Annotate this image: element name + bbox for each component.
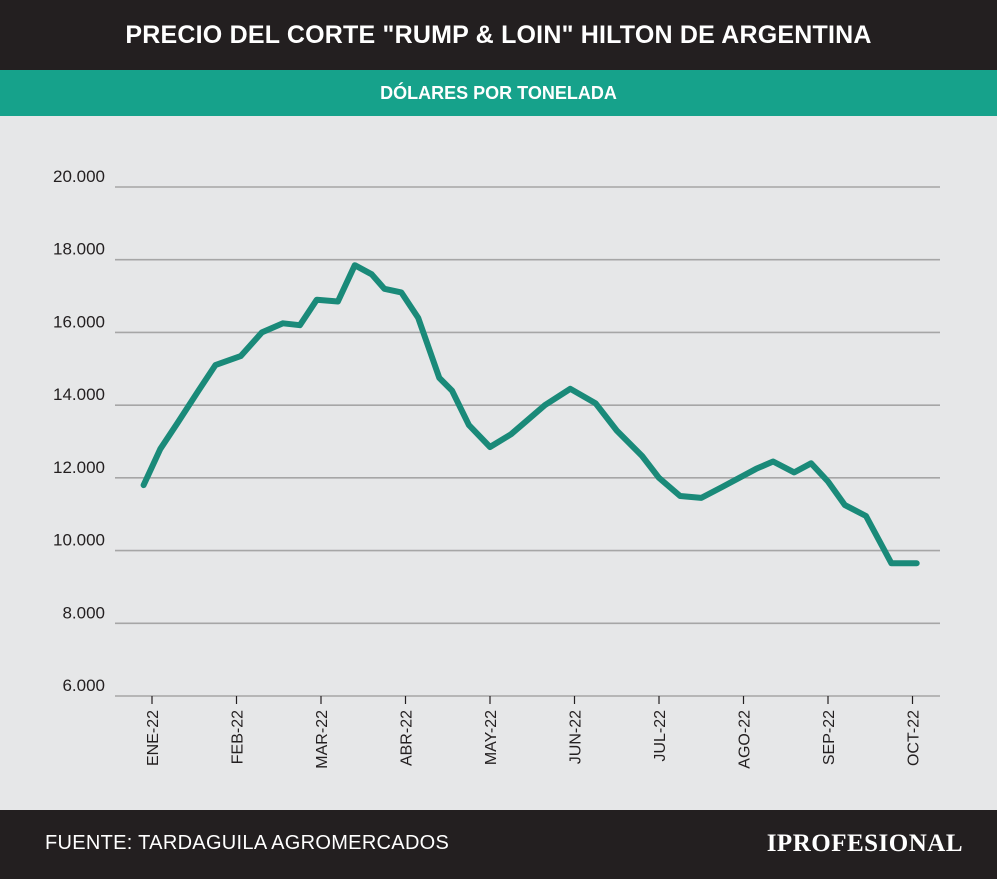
y-tick-label: 6.000: [62, 676, 105, 695]
x-tick-label: SEP-22: [821, 710, 838, 765]
chart-header: PRECIO DEL CORTE "RUMP & LOIN" HILTON DE…: [0, 0, 997, 70]
x-tick-label: ABR-22: [399, 710, 416, 766]
x-tick-label: MAY-22: [483, 710, 500, 765]
x-tick-label: ENE-22: [145, 710, 162, 766]
chart-subtitle: DÓLARES POR TONELADA: [380, 82, 617, 103]
y-tick-label: 8.000: [62, 603, 105, 622]
x-tick-label: JUN-22: [568, 710, 585, 764]
chart-subheader: DÓLARES POR TONELADA: [0, 70, 997, 116]
x-tick-label: AGO-22: [737, 710, 754, 769]
y-tick-label: 20.000: [53, 167, 105, 186]
plot-area: 20.000 18.000 16.000 14.000 12.000 10.000 8.00…: [0, 116, 997, 810]
x-tick-label: OCT-22: [906, 710, 923, 766]
y-tick-label: 14.000: [53, 385, 105, 404]
brand-logo: IPROFESIONAL: [766, 830, 963, 857]
y-tick-label: 12.000: [53, 458, 105, 477]
chart-footer: FUENTE: TARDAGUILA AGROMERCADOS IPROFESI…: [0, 810, 997, 879]
x-tick-label: FEB-22: [230, 710, 247, 764]
y-tick-label: 10.000: [53, 531, 105, 550]
chart-title: PRECIO DEL CORTE "RUMP & LOIN" HILTON DE…: [125, 20, 872, 49]
line-chart: 20.000 18.000 16.000 14.000 12.000 10.000 8.00…: [53, 167, 940, 769]
x-tick-label: MAR-22: [314, 710, 331, 769]
source-note: FUENTE: TARDAGUILA AGROMERCADOS: [45, 832, 450, 854]
y-tick-label: 18.000: [53, 240, 105, 259]
y-tick-label: 16.000: [53, 312, 105, 331]
price-line: [140, 262, 920, 567]
x-tick-label: JUL-22: [652, 710, 669, 762]
